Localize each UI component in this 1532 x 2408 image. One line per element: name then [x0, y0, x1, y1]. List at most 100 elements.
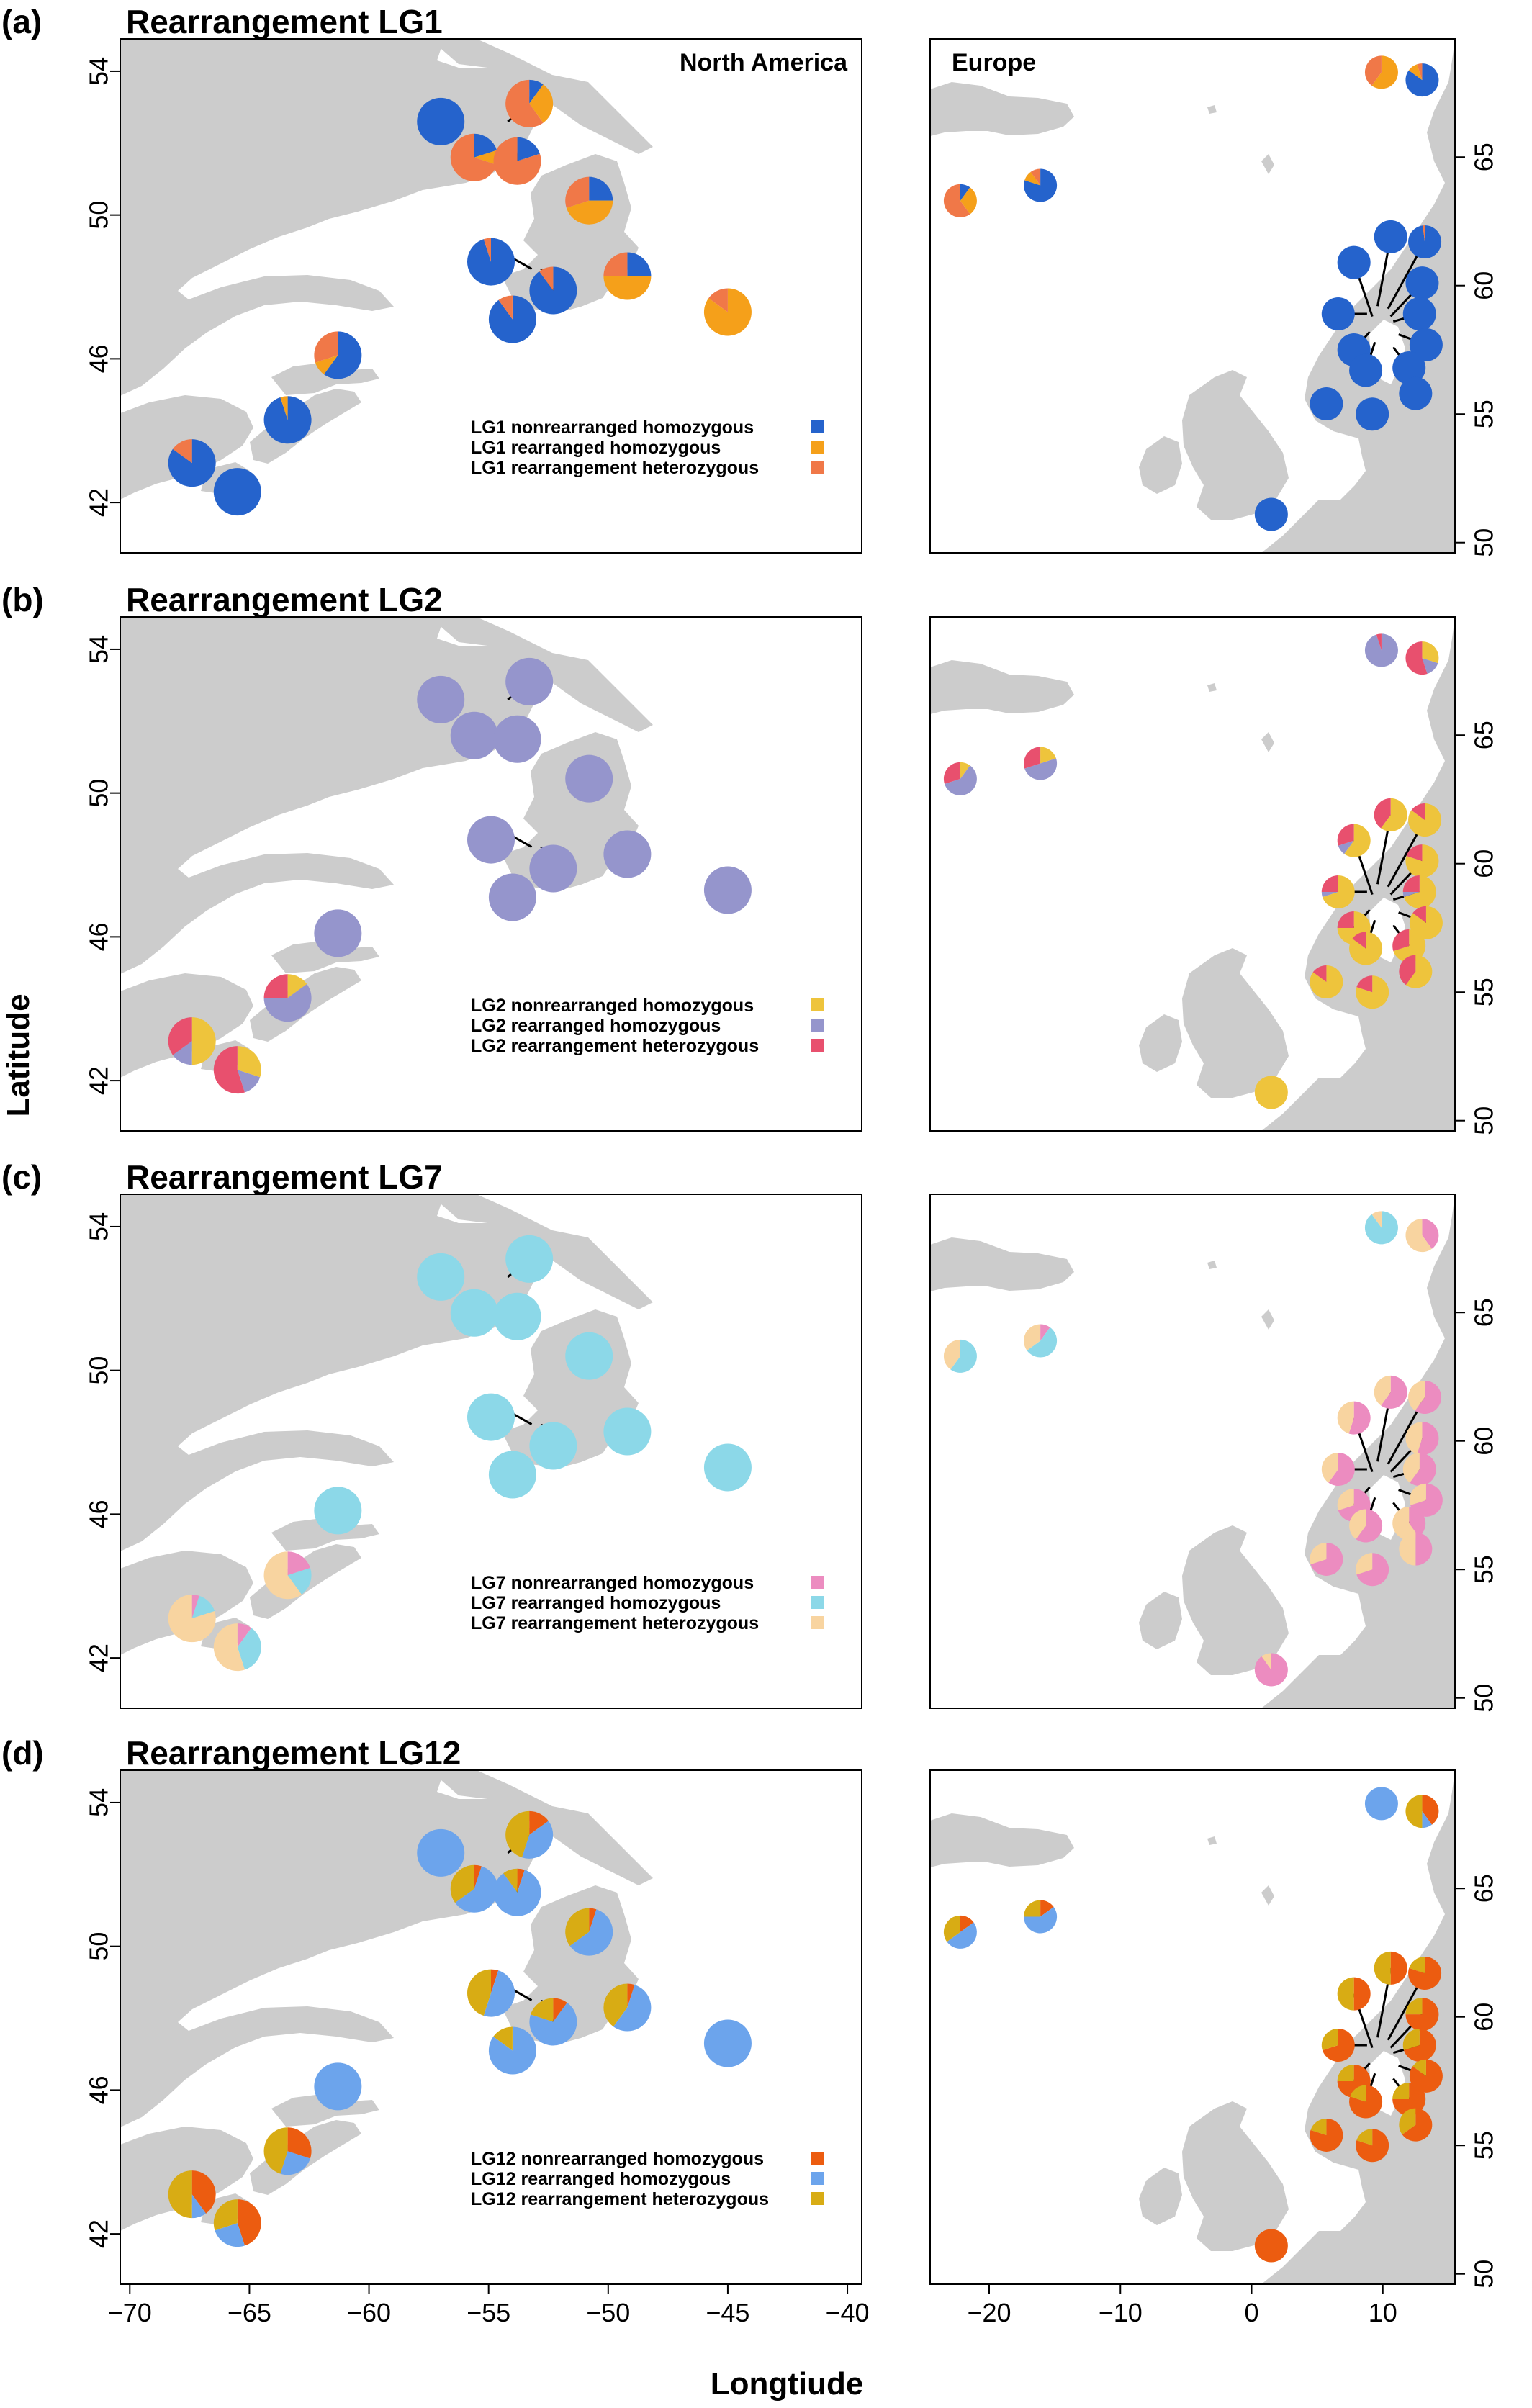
site-pie-eu5	[1374, 798, 1407, 831]
site-pie-eu18	[1254, 497, 1288, 531]
legend-swatch	[811, 420, 824, 433]
site-pie-eu9	[1321, 1452, 1355, 1486]
map-frame	[929, 1769, 1456, 2285]
pie-slice	[287, 1568, 312, 1595]
site-pie-na7	[493, 1292, 541, 1340]
site-pie-eu3	[1364, 633, 1398, 667]
pie-slice	[1321, 297, 1355, 330]
pie-slice	[1254, 1076, 1288, 1109]
pie-slice	[1409, 1483, 1426, 1505]
pie-slice	[1399, 955, 1416, 986]
y-tick-label: 46	[84, 922, 114, 951]
pie-slice	[1405, 844, 1439, 878]
pie-slice	[1409, 1957, 1425, 1974]
pie-slice	[1403, 2028, 1436, 2062]
pie-slice	[1356, 975, 1373, 993]
legend-swatch	[811, 1576, 824, 1589]
site-pie-eu17	[1356, 1553, 1389, 1587]
site-pie-na13	[603, 1983, 652, 2032]
site-pie-na12	[529, 1422, 577, 1470]
pie-slice	[1321, 2028, 1338, 2051]
pie-slice	[613, 1985, 652, 2032]
panel-title: Rearrangement LG1	[126, 3, 443, 40]
pie-slice	[1402, 297, 1436, 330]
pie-slice	[417, 1253, 465, 1301]
pie-slice	[237, 1623, 252, 1648]
x-tick-label: −10	[1099, 2298, 1143, 2327]
pie-slice	[213, 1046, 245, 1094]
site-pie-na4	[314, 2062, 362, 2111]
pie-slice	[1392, 2082, 1426, 2116]
pie-slice	[1371, 55, 1398, 89]
panel-title: Rearrangement LG12	[126, 1734, 461, 1772]
pie-slice	[1349, 353, 1383, 387]
pie-slice	[521, 1821, 554, 1859]
pie-slice	[960, 1915, 974, 1932]
site-pie-na11	[488, 295, 536, 343]
site-connector	[512, 257, 533, 270]
pie-slice	[1408, 1381, 1425, 1411]
site-pie-eu14	[1392, 2082, 1426, 2116]
map-frame	[929, 1194, 1456, 1709]
site-pie-eu12	[1409, 328, 1443, 361]
y-tick-label: 42	[84, 1066, 114, 1095]
pie-slice	[589, 1908, 597, 1932]
legend-label: LG12 nonrearranged homozygous	[471, 2149, 764, 2169]
site-pie-eu15	[1310, 965, 1343, 998]
y-axis-title: Latitude	[1, 993, 36, 1117]
pie-slice	[1392, 929, 1410, 952]
site-pie-eu10	[1402, 2028, 1436, 2062]
site-pie-eu18	[1254, 1076, 1288, 1109]
legend-label: LG2 rearrangement heterozygous	[471, 1036, 759, 1056]
pie-slice	[455, 1866, 498, 1913]
y-tick-label: 42	[84, 2219, 114, 2248]
pie-slice	[168, 1595, 216, 1643]
site-pie-na5	[417, 97, 465, 145]
pie-slice	[192, 1595, 199, 1619]
x-axis-title: Longtiude	[711, 2366, 864, 2402]
pie-slice	[1337, 824, 1354, 846]
panel-letter: (a)	[1, 3, 42, 40]
map-frame	[120, 1769, 862, 2285]
pie-slice	[1402, 1452, 1420, 1483]
site-pie-eu12	[1409, 2059, 1443, 2093]
site-pie-na8	[505, 657, 554, 705]
site-pie-na14	[703, 2019, 752, 2067]
legend-swatch	[811, 1596, 824, 1609]
site-pie-eu14	[1392, 1506, 1426, 1540]
pie-slice	[1422, 641, 1439, 664]
pie-slice	[517, 1868, 525, 1893]
site-pie-na12	[529, 266, 577, 315]
pie-slice	[1364, 55, 1382, 86]
pie-slice	[703, 288, 752, 336]
site-pie-eu13	[1349, 2085, 1383, 2119]
site-pie-na6	[450, 1289, 498, 1337]
pie-slice	[1408, 803, 1442, 837]
site-pie-na2	[213, 1046, 261, 1094]
site-pie-na12	[529, 1998, 577, 2046]
pie-slice	[565, 176, 590, 208]
pie-slice	[1405, 1422, 1423, 1455]
pie-slice	[1412, 906, 1426, 923]
pie-slice	[1024, 1324, 1041, 1351]
pie-slice	[237, 2199, 261, 2246]
pie-slice	[417, 675, 465, 723]
y-tick-label: 46	[84, 344, 114, 373]
pie-slice	[488, 295, 536, 343]
site-pie-eu6	[1408, 1381, 1442, 1415]
pie-slice	[566, 200, 613, 225]
pie-slice	[589, 176, 613, 201]
pie-slice	[493, 137, 541, 185]
pie-slice	[168, 439, 216, 487]
x-tick-label: −70	[108, 2298, 152, 2327]
site-pie-na11	[488, 873, 536, 921]
pie-slice	[1349, 932, 1383, 965]
pie-slice	[529, 79, 544, 104]
y-tick-label: 50	[1469, 1106, 1499, 1135]
site-pie-eu10	[1402, 875, 1436, 908]
pie-slice	[1392, 2082, 1410, 2099]
site-pie-na10	[467, 816, 515, 864]
pie-slice	[1410, 1483, 1443, 1517]
